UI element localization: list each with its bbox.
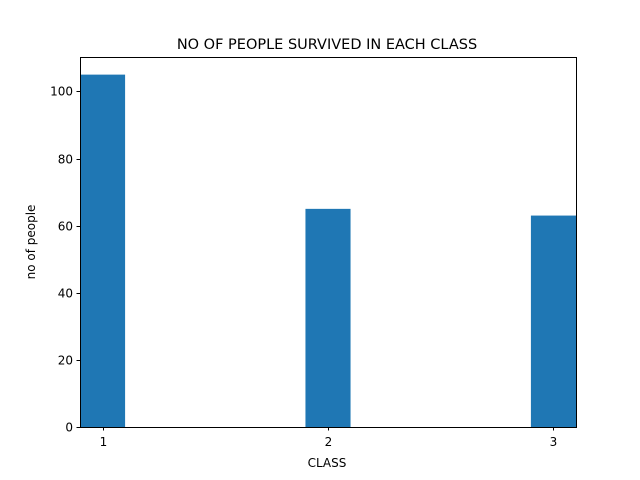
y-tick-label: 60: [58, 220, 73, 234]
plot-frame: [80, 57, 577, 428]
bars-group: [80, 74, 576, 427]
chart-title: NO OF PEOPLE SURVIVED IN EACH CLASS: [177, 37, 477, 53]
x-axis-ticks: 1 2 3: [100, 427, 558, 449]
y-tick-label: 100: [50, 85, 73, 99]
y-tick-label: 20: [58, 354, 73, 368]
x-tick-label: 2: [325, 435, 333, 449]
bar-class-1: [80, 74, 126, 427]
x-tick-label: 3: [550, 435, 558, 449]
y-axis-label: no of people: [24, 205, 38, 280]
y-tick-label: 80: [58, 153, 73, 167]
bar-class-3: [530, 215, 576, 427]
y-axis-ticks: 0 20 40 60 80 100: [50, 85, 80, 435]
y-tick-label: 0: [65, 421, 73, 435]
x-tick-label: 1: [100, 435, 108, 449]
bar-class-2: [305, 208, 351, 427]
y-tick-label: 40: [58, 287, 73, 301]
x-axis-label: CLASS: [308, 456, 347, 470]
